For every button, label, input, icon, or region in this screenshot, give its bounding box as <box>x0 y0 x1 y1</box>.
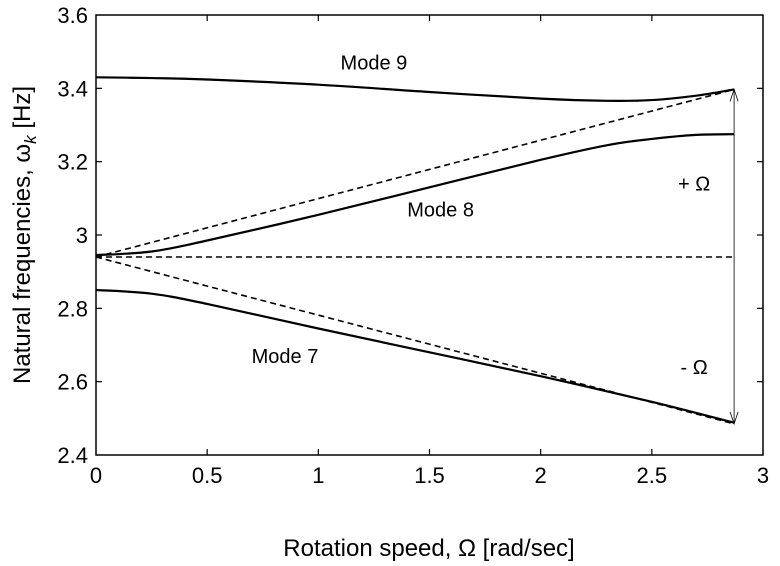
y-tick-label: 2.4 <box>57 443 88 468</box>
y-tick-label: 3.6 <box>57 3 88 28</box>
y-tick-label: 3.2 <box>57 150 88 175</box>
series-mode-9 <box>95 76 735 103</box>
x-tick-label: 1.5 <box>414 463 445 488</box>
y-axis-label: Natural frequencies, ωk [Hz] <box>9 86 40 384</box>
dashed-line-4 <box>95 256 735 425</box>
annotation-label: Mode 7 <box>252 346 319 368</box>
x-tick-label: 1 <box>312 463 324 488</box>
y-tick-label: 3 <box>76 223 88 248</box>
dashed-line-3 <box>95 88 735 258</box>
annotation-label: + Ω <box>678 174 710 196</box>
x-tick-label: 2.5 <box>637 463 668 488</box>
series-mode-7 <box>95 288 735 424</box>
annotation-label: Mode 9 <box>341 53 408 75</box>
x-tick-label: 3 <box>757 463 769 488</box>
annotation-label: Mode 8 <box>407 199 474 221</box>
arrow-head-down <box>729 411 739 426</box>
y-tick-label: 2.6 <box>57 370 88 395</box>
arrow-head-up <box>729 88 739 102</box>
x-axis-label: Rotation speed, Ω [rad/sec] <box>283 535 574 561</box>
x-tick-label: 2 <box>535 463 547 488</box>
x-tick-label: 0 <box>90 463 102 488</box>
x-tick-label: 0.5 <box>192 463 223 488</box>
y-tick-label: 3.4 <box>57 76 88 101</box>
series-mode-8 <box>95 133 735 257</box>
annotation-label: - Ω <box>680 357 707 379</box>
plot-frame <box>95 14 764 456</box>
y-tick-label: 2.8 <box>57 296 88 321</box>
